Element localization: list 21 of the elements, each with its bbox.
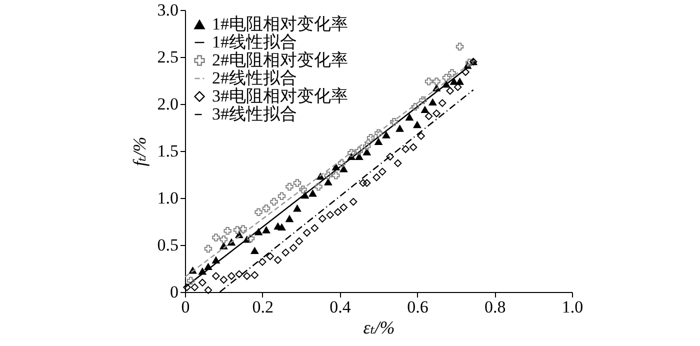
y-tick-label: 1.0 — [157, 188, 178, 208]
y-tick-label: 3.0 — [157, 0, 178, 20]
y-tick-label: 0.5 — [157, 236, 178, 254]
x-tick-label: 0.6 — [407, 298, 428, 316]
legend-label: 2#电阻相对变化率 — [212, 50, 348, 70]
legend-label: 3#线性拟合 — [212, 104, 297, 124]
x-tick-label: 0.4 — [330, 298, 352, 316]
legend-label: 2#线性拟合 — [212, 68, 297, 88]
legend-label: 3#电阻相对变化率 — [212, 86, 348, 106]
legend-label: 1#电阻相对变化率 — [212, 14, 348, 34]
y-tick-label: 2.5 — [157, 48, 178, 66]
legend-label: 1#线性拟合 — [212, 32, 297, 52]
x-tick-label: 0.8 — [484, 298, 506, 316]
y-tick-label: 0 — [170, 282, 178, 302]
x-tick-label: 0.2 — [252, 298, 274, 316]
y-tick-label: 2.0 — [157, 94, 178, 114]
y-tick-label: 1.5 — [157, 142, 178, 160]
x-tick-label: 1.0 — [562, 298, 584, 316]
x-tick-label: 0 — [181, 298, 190, 316]
x-axis-title: εₜ/% — [363, 318, 395, 338]
y-axis-title: fₜ/% — [129, 136, 150, 166]
